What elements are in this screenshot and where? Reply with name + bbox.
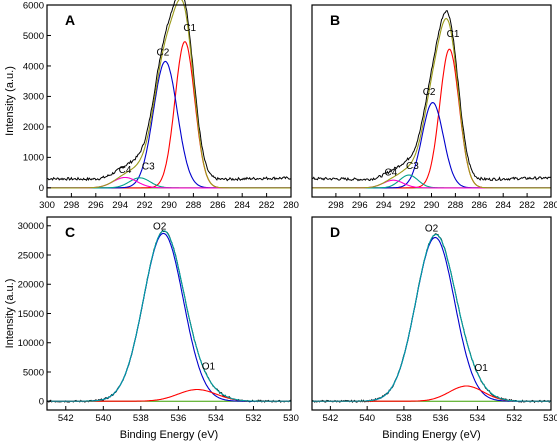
x-tick-label: 540: [359, 413, 375, 424]
x-tick-label: 542: [322, 413, 338, 424]
x-tick-label: 294: [112, 200, 128, 211]
peak-label-c4: C4: [384, 168, 397, 179]
plot-frame: [311, 4, 552, 198]
peak-label-c1: C1: [447, 29, 460, 40]
panel-label: C: [65, 224, 75, 240]
y-tick-label: 15000: [18, 309, 44, 320]
y-tick-label: 10000: [18, 338, 44, 349]
x-tick-label: 292: [137, 200, 153, 211]
x-tick-label: 532: [246, 413, 262, 424]
y-tick-label: 0: [39, 183, 44, 194]
x-tick-label: 536: [170, 413, 186, 424]
x-tick-label: 530: [283, 413, 299, 424]
y-tick-label: 2000: [23, 122, 44, 133]
fit-envelope-line: [312, 17, 551, 189]
x-tick-label: 282: [259, 200, 275, 211]
peak-label-c1: C1: [183, 23, 196, 34]
y-tick-label: 25000: [18, 250, 44, 261]
peak-c2-line: [312, 102, 551, 189]
raw-spectrum-line: [311, 233, 552, 403]
y-tick-label: 3000: [23, 92, 44, 103]
peak-label-c3: C3: [406, 161, 419, 172]
panel-C: 542 540 538 536 534 532 530 0 5000 10000 15000 2000…: [4, 216, 299, 441]
plot-frame: [46, 4, 292, 198]
plot-frame: [46, 216, 292, 411]
y-axis-title: Intensity (a.u.): [4, 279, 16, 349]
peak-c2-line: [47, 60, 291, 189]
peak-o1-line: [312, 385, 551, 402]
y-tick-label: 0: [39, 397, 44, 408]
fit-envelope-line: [47, 230, 291, 402]
x-tick-label: 288: [447, 200, 463, 211]
x-tick-label: 298: [328, 200, 344, 211]
raw-spectrum-line: [46, 229, 292, 403]
fit-envelope-line: [312, 233, 551, 402]
peak-c1-line: [47, 40, 291, 189]
x-axis-title: Binding Energy (eV): [382, 429, 480, 441]
x-tick-label: 530: [543, 413, 557, 424]
x-tick-label: 296: [88, 200, 104, 211]
x-tick-label: 282: [519, 200, 535, 211]
x-tick-label: 300: [39, 200, 55, 211]
y-tick-label: 5000: [23, 31, 44, 42]
x-tick-label: 534: [470, 413, 486, 424]
x-tick-label: 286: [471, 200, 487, 211]
fit-envelope-line: [47, 0, 291, 189]
x-tick-label: 290: [161, 200, 177, 211]
y-tick-label: 30000: [18, 221, 44, 232]
peak-label-o1: O1: [474, 363, 488, 374]
panel-A: 300 298 296 294 292 290 288 286 284 282 280 0 1000 20…: [4, 0, 299, 211]
peak-o2-line: [47, 232, 291, 402]
x-tick-label: 538: [396, 413, 412, 424]
peak-label-c2: C2: [423, 87, 436, 98]
panel-label: D: [330, 224, 340, 240]
panel-D: 542 540 538 536 534 532 530 O2 O1 D Binding Energy…: [311, 216, 557, 441]
raw-spectrum-line: [46, 0, 292, 182]
y-axis-title: Intensity (a.u.): [4, 66, 16, 136]
peak-label-c4: C4: [119, 165, 132, 176]
x-tick-label: 280: [543, 200, 557, 211]
x-tick-label: 540: [95, 413, 111, 424]
y-tick-label: 1000: [23, 153, 44, 164]
x-tick-label: 288: [185, 200, 201, 211]
x-tick-label: 292: [400, 200, 416, 211]
x-tick-label: 534: [208, 413, 224, 424]
x-tick-label: 290: [424, 200, 440, 211]
x-tick-label: 538: [133, 413, 149, 424]
x-tick-label: 536: [433, 413, 449, 424]
x-tick-label: 532: [506, 413, 522, 424]
x-tick-label: 280: [283, 200, 299, 211]
panel-label: B: [330, 12, 340, 28]
peak-label-c2: C2: [157, 47, 170, 58]
x-axis-title: Binding Energy (eV): [120, 429, 218, 441]
plot-frame: [311, 216, 552, 411]
panel-label: A: [65, 12, 75, 28]
peak-label-o1: O1: [202, 362, 216, 373]
panel-B: 298 296 294 292 290 288 286 284 282 280 C1 C2 C3 C4 B: [311, 4, 557, 211]
peak-label-c3: C3: [142, 162, 155, 173]
x-tick-label: 298: [63, 200, 79, 211]
peak-label-o2: O2: [425, 224, 439, 235]
peak-o2-line: [312, 236, 551, 402]
x-tick-label: 294: [376, 200, 392, 211]
peak-o1-line: [47, 388, 291, 402]
x-tick-label: 284: [234, 200, 250, 211]
raw-spectrum-line: [311, 9, 552, 182]
x-tick-label: 296: [352, 200, 368, 211]
peak-label-o2: O2: [153, 221, 167, 232]
y-tick-label: 4000: [23, 61, 44, 72]
x-tick-label: 284: [495, 200, 511, 211]
y-tick-label: 6000: [23, 0, 44, 11]
x-tick-label: 542: [58, 413, 74, 424]
y-tick-label: 20000: [18, 280, 44, 291]
x-tick-label: 286: [210, 200, 226, 211]
y-tick-label: 5000: [23, 367, 44, 378]
